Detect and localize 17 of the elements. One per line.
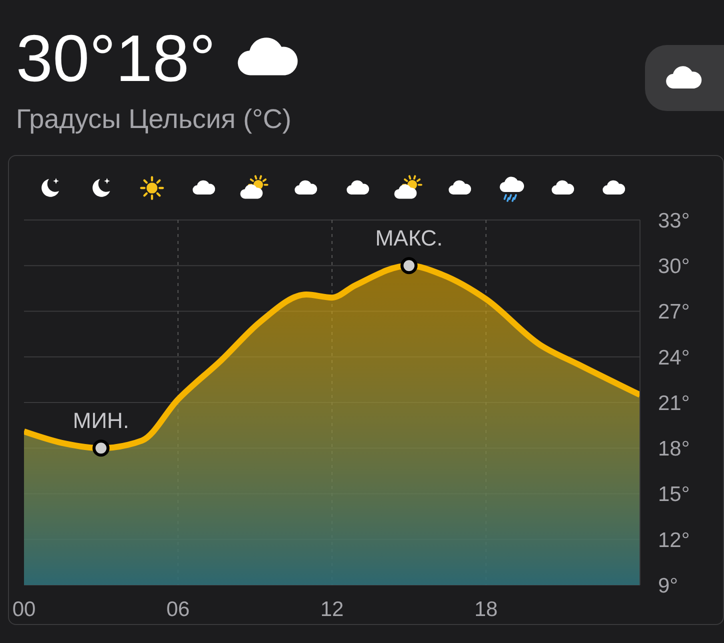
- y-tick-label: 24°: [658, 346, 690, 370]
- y-tick-label: 27°: [658, 300, 690, 324]
- chart-title: 30°18°: [16, 21, 216, 95]
- y-tick-label: 9°: [658, 574, 678, 598]
- x-tick-label: 18: [474, 598, 498, 621]
- chart-subtitle: Градусы Цельсия (°C): [16, 104, 292, 134]
- y-tick-label: 30°: [658, 255, 690, 278]
- y-tick-label: 12°: [658, 528, 690, 552]
- y-tick-label: 21°: [658, 392, 690, 415]
- x-tick-label: 00: [12, 598, 36, 621]
- y-tick-label: 15°: [658, 483, 690, 506]
- y-tick-label: 18°: [658, 438, 690, 461]
- x-tick-label: 06: [166, 598, 190, 621]
- annotation: МИН.: [72, 408, 130, 434]
- annotation: МАКС.: [375, 226, 443, 251]
- x-tick-label: 12: [320, 598, 344, 621]
- y-tick-label: 33°: [658, 209, 690, 232]
